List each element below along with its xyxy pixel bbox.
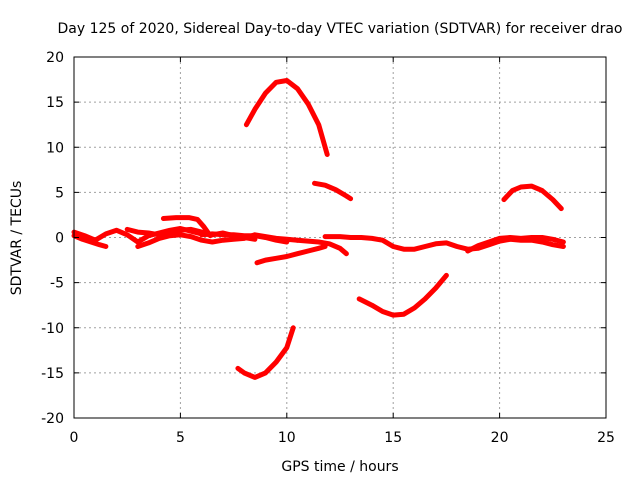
y-tick-label: -20 — [41, 411, 64, 427]
y-tick-label: 0 — [55, 231, 64, 247]
x-tick-label: 5 — [176, 430, 185, 446]
series-arc-11 — [235, 325, 296, 380]
y-tick-label: 10 — [46, 140, 64, 156]
axis-ticks: 0 5 10 15 20 25 -20 -15 -10 -5 0 5 10 15 20 — [41, 50, 615, 446]
y-tick-label: 5 — [55, 185, 64, 201]
series-arc-8 — [294, 237, 349, 257]
series-arc-3 — [124, 226, 215, 238]
y-axis-label: SDTVAR / TECUs — [9, 181, 25, 296]
x-tick-label: 10 — [278, 430, 296, 446]
y-tick-label: -5 — [50, 276, 64, 292]
series-arc-13 — [465, 235, 566, 254]
series-arc-4 — [160, 215, 213, 239]
x-tick-label: 25 — [597, 430, 615, 446]
series-arc-10 — [312, 180, 354, 202]
series-arc-7 — [254, 244, 328, 266]
series-arc-6 — [199, 231, 290, 245]
series-arc-15 — [356, 272, 449, 318]
series-arc-2 — [71, 233, 109, 249]
y-tick-label: -10 — [41, 321, 64, 337]
x-tick-label: 0 — [70, 430, 79, 446]
x-axis-label: GPS time / hours — [281, 459, 398, 475]
y-tick-label: -15 — [41, 366, 64, 382]
x-tick-label: 15 — [384, 430, 402, 446]
series-group — [71, 78, 566, 380]
series-arc-14 — [501, 183, 564, 212]
x-tick-label: 20 — [491, 430, 509, 446]
y-tick-label: 15 — [46, 95, 64, 111]
chart-title: Day 125 of 2020, Sidereal Day-to-day VTE… — [57, 21, 622, 37]
y-tick-label: 20 — [46, 50, 64, 66]
series-arc-9 — [243, 78, 330, 157]
